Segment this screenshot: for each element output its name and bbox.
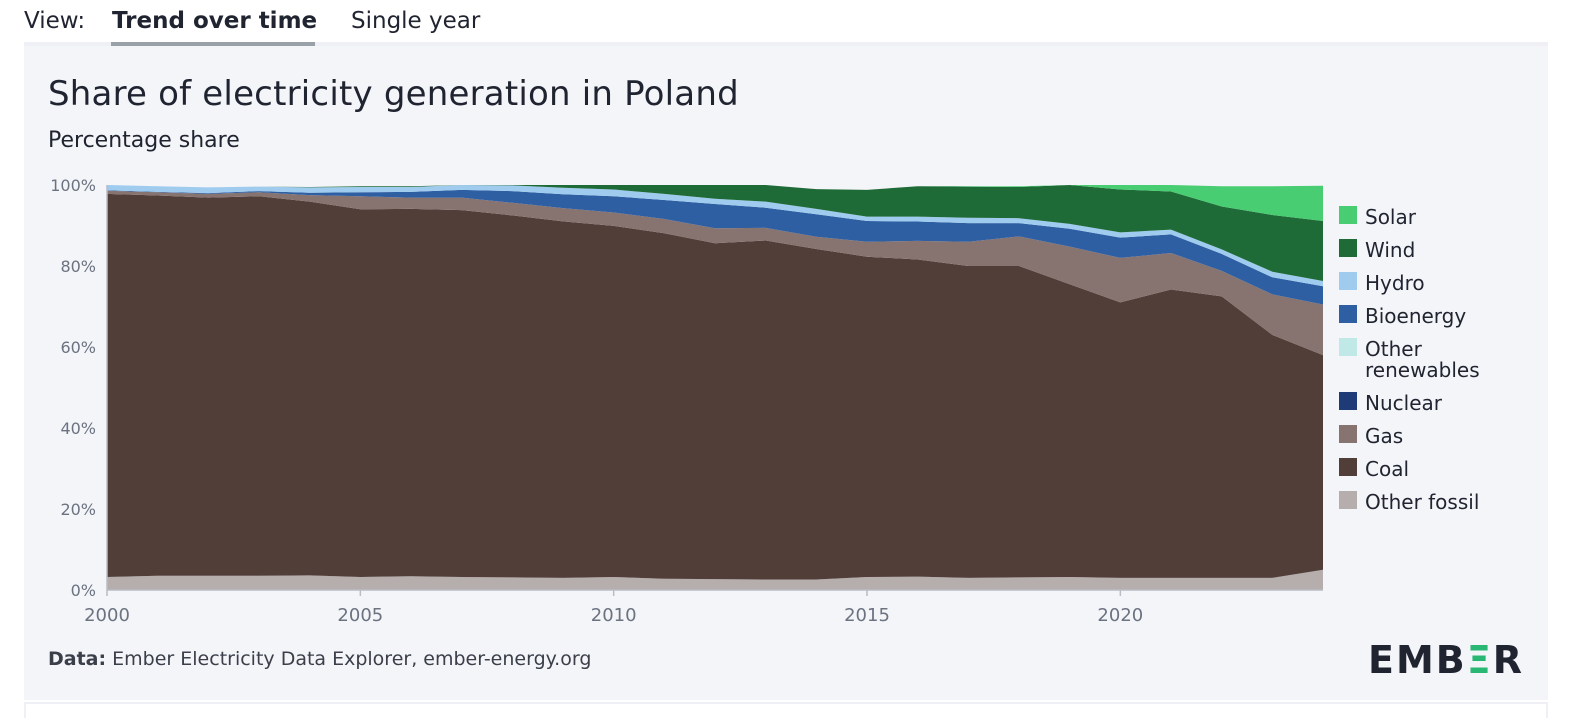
legend-swatch-gas[interactable] bbox=[1339, 425, 1357, 443]
tab-bar-divider bbox=[24, 42, 1548, 46]
chart-panel: Share of electricity generation in Polan… bbox=[24, 46, 1548, 700]
legend-label-coal[interactable]: Coal bbox=[1365, 457, 1409, 481]
stacked-area-chart: 0% 20% 40% 60% 80% 100% 2000 2005 2010 2015 2020 So… bbox=[50, 176, 1480, 626]
ember-logo: EMBΞR bbox=[1368, 638, 1525, 682]
legend-label-nuclear[interactable]: Nuclear bbox=[1365, 391, 1443, 415]
x-tick-label: 2005 bbox=[337, 605, 383, 626]
y-tick-label: 100% bbox=[50, 176, 96, 195]
data-source-note: Data: Ember Electricity Data Explorer, e… bbox=[48, 648, 591, 670]
y-tick-label: 20% bbox=[60, 500, 96, 519]
legend-swatch-wind[interactable] bbox=[1339, 239, 1357, 257]
legend-label-wind[interactable]: Wind bbox=[1365, 238, 1415, 262]
legend-label-hydro[interactable]: Hydro bbox=[1365, 271, 1425, 295]
active-tab-indicator bbox=[111, 42, 315, 48]
y-tick-label: 40% bbox=[60, 419, 96, 438]
legend-swatch-other-renewables[interactable] bbox=[1339, 338, 1357, 356]
legend-label-other-renewables-line2[interactable]: renewables bbox=[1365, 358, 1480, 382]
area-wind[interactable] bbox=[107, 185, 1323, 281]
tab-single-year[interactable]: Single year bbox=[351, 8, 481, 34]
area-gas[interactable] bbox=[107, 190, 1323, 356]
legend-swatch-solar[interactable] bbox=[1339, 206, 1357, 224]
y-tick-label: 60% bbox=[60, 338, 96, 357]
y-tick-label: 0% bbox=[71, 581, 96, 600]
legend-label-gas[interactable]: Gas bbox=[1365, 424, 1403, 448]
chart-title: Share of electricity generation in Polan… bbox=[48, 74, 739, 114]
tab-trend-over-time[interactable]: Trend over time bbox=[112, 8, 318, 34]
area-bioenergy[interactable] bbox=[107, 189, 1323, 305]
next-panel-edge bbox=[24, 702, 1548, 718]
view-toggle-bar: View: Trend over time Single year bbox=[0, 0, 1570, 48]
legend-label-other-renewables[interactable]: Other bbox=[1365, 337, 1423, 361]
area-solar[interactable] bbox=[107, 185, 1323, 221]
x-tick-label: 2000 bbox=[84, 605, 130, 626]
area-other-fossil[interactable] bbox=[107, 569, 1323, 590]
legend-swatch-bioenergy[interactable] bbox=[1339, 305, 1357, 323]
legend-label-other-fossil[interactable]: Other fossil bbox=[1365, 490, 1479, 514]
legend-swatch-other-fossil[interactable] bbox=[1339, 491, 1357, 509]
legend-swatch-hydro[interactable] bbox=[1339, 272, 1357, 290]
legend-swatch-nuclear[interactable] bbox=[1339, 392, 1357, 410]
view-label: View: bbox=[24, 8, 86, 34]
chart-subtitle: Percentage share bbox=[48, 128, 240, 153]
source-text: Ember Electricity Data Explorer, ember-e… bbox=[112, 648, 592, 670]
legend-label-bioenergy[interactable]: Bioenergy bbox=[1365, 304, 1466, 328]
y-tick-label: 80% bbox=[60, 257, 96, 276]
legend-label-solar[interactable]: Solar bbox=[1365, 205, 1417, 229]
x-tick-label: 2015 bbox=[844, 605, 890, 626]
legend-swatch-coal[interactable] bbox=[1339, 458, 1357, 476]
area-coal[interactable] bbox=[107, 193, 1323, 580]
source-label: Data: bbox=[48, 648, 107, 670]
x-tick-label: 2010 bbox=[591, 605, 637, 626]
x-tick-label: 2020 bbox=[1097, 605, 1143, 626]
